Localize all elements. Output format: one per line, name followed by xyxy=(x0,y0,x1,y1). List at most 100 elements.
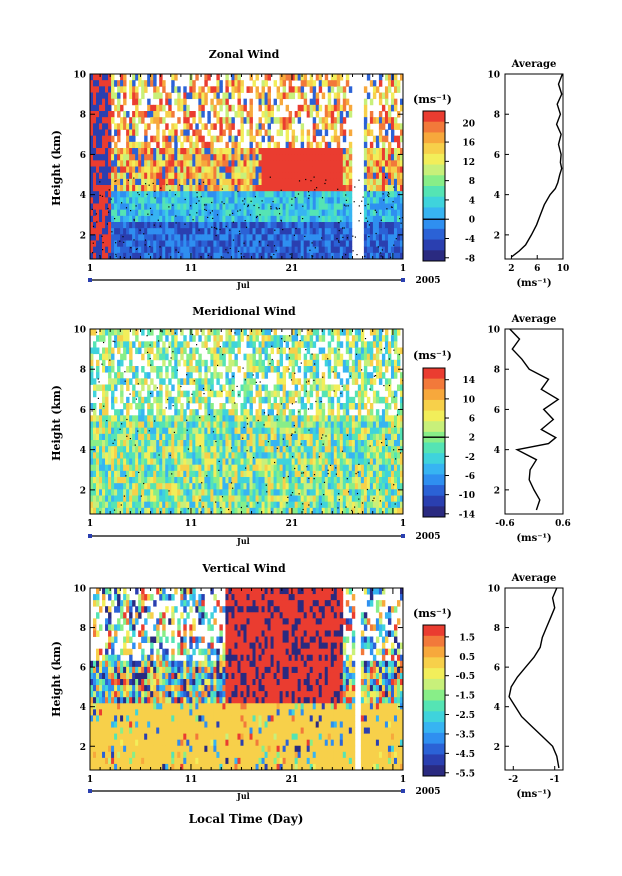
heatmap-cell xyxy=(288,390,293,398)
contour-mark xyxy=(388,193,390,195)
heatmap-cell xyxy=(183,335,187,342)
heatmap-cell xyxy=(153,80,157,87)
heatmap-cell xyxy=(105,329,109,336)
heatmap-cell xyxy=(228,329,232,336)
contour-mark xyxy=(204,208,206,211)
heatmap-cell xyxy=(132,501,136,509)
heatmap-cell xyxy=(390,104,395,112)
heatmap-cell xyxy=(168,148,172,155)
heatmap-cell xyxy=(201,135,205,143)
heatmap-cell xyxy=(105,470,109,478)
heatmap-cell xyxy=(282,495,287,503)
profile-y-tick-label: 6 xyxy=(494,151,500,161)
heatmap-cell xyxy=(231,154,235,161)
heatmap-cell xyxy=(99,501,103,509)
heatmap-cell xyxy=(180,228,184,235)
heatmap-cell xyxy=(99,74,103,81)
heatmap-cell xyxy=(204,166,208,174)
heatmap-cell xyxy=(309,421,314,429)
contour-mark xyxy=(158,257,160,259)
heatmap-cell xyxy=(264,92,268,100)
heatmap-cell xyxy=(279,421,284,429)
heatmap-cell xyxy=(255,458,259,466)
heatmap-cell xyxy=(228,489,232,496)
heatmap-cell xyxy=(363,222,368,229)
heatmap-cell xyxy=(339,160,344,167)
heatmap-cell xyxy=(120,178,124,186)
heatmap-cell xyxy=(294,160,299,167)
heatmap-cell xyxy=(303,240,308,248)
heatmap-cell xyxy=(300,197,305,204)
heatmap-cell xyxy=(117,378,121,385)
heatmap-cell xyxy=(96,440,100,447)
heatmap-cell xyxy=(195,203,199,211)
heatmap-cell xyxy=(219,440,223,447)
heatmap-cell xyxy=(207,178,211,186)
heatmap-cell xyxy=(216,359,220,367)
heatmap-cell xyxy=(375,185,380,192)
heatmap-cell xyxy=(222,222,226,229)
heatmap-cell xyxy=(177,489,181,496)
heatmap-cell xyxy=(288,141,293,149)
heatmap-cell xyxy=(150,178,154,186)
heatmap-cell xyxy=(297,234,302,241)
heatmap-cell xyxy=(261,396,265,404)
heatmap-cell xyxy=(345,160,350,167)
heatmap-cell xyxy=(300,483,305,490)
heatmap-cell xyxy=(327,390,332,398)
heatmap-cell xyxy=(147,141,151,149)
heatmap-cell xyxy=(333,234,338,241)
heatmap-cell xyxy=(114,92,118,100)
heatmap-cell xyxy=(279,246,284,254)
heatmap-cell xyxy=(147,104,151,112)
heatmap-cell xyxy=(228,501,232,509)
heatmap-cell xyxy=(267,104,271,112)
heatmap-cell xyxy=(276,372,281,379)
heatmap-cell xyxy=(150,477,154,484)
heatmap-cell xyxy=(336,215,341,223)
heatmap-cell xyxy=(315,148,320,155)
heatmap-cell xyxy=(189,378,193,385)
heatmap-cell xyxy=(309,203,314,211)
heatmap-cell xyxy=(177,433,181,441)
heatmap-cell xyxy=(231,359,235,367)
heatmap-cell xyxy=(243,329,247,336)
heatmap-cell xyxy=(141,384,145,392)
heatmap-cell xyxy=(165,427,169,435)
heatmap-cell xyxy=(120,104,124,112)
heatmap-cell xyxy=(168,215,172,223)
heatmap-cell xyxy=(315,440,320,447)
heatmap-cell xyxy=(276,335,281,342)
heatmap-cell xyxy=(123,403,127,410)
heatmap-cell xyxy=(336,222,341,229)
heatmap-cell xyxy=(327,415,332,422)
heatmap-cell xyxy=(264,117,268,124)
heatmap-cell xyxy=(315,501,320,509)
contour-mark xyxy=(239,209,241,211)
heatmap-cell xyxy=(234,141,238,149)
contour-mark xyxy=(272,201,274,203)
heatmap-cell xyxy=(174,240,178,248)
heatmap-cell xyxy=(240,203,244,211)
heatmap-cell xyxy=(141,111,145,118)
heatmap-cell xyxy=(156,415,160,422)
heatmap-cell xyxy=(324,353,329,361)
contour-mark xyxy=(123,256,125,259)
heatmap-cell xyxy=(222,415,226,422)
heatmap-cell xyxy=(156,185,160,192)
heatmap-cell xyxy=(252,191,256,198)
heatmap-cell xyxy=(261,359,265,367)
heatmap-cell xyxy=(258,384,262,392)
heatmap-cell xyxy=(189,446,193,453)
contour-mark xyxy=(229,229,231,231)
heatmap-cell xyxy=(327,203,332,211)
heatmap-cell xyxy=(117,347,121,355)
heatmap-cell xyxy=(330,409,335,416)
heatmap-cell xyxy=(90,347,94,355)
heatmap-cell xyxy=(315,203,320,211)
heatmap-cell xyxy=(258,92,262,100)
heatmap-cell xyxy=(150,222,154,229)
heatmap-cell xyxy=(117,92,121,100)
heatmap-cell xyxy=(246,234,250,241)
heatmap-cell xyxy=(390,234,395,241)
